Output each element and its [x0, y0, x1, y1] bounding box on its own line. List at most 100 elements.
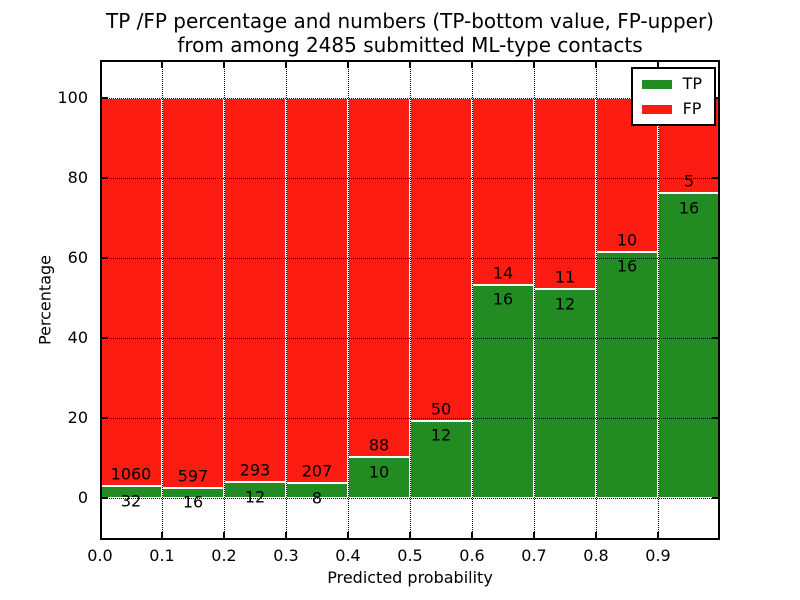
x-tick-bottom [533, 532, 535, 540]
x-tick-label: 0.8 [583, 546, 609, 565]
x-tick-bottom [223, 532, 225, 540]
legend-label-fp: FP [682, 99, 702, 118]
y-tick-left [100, 257, 108, 259]
bar-segment-fp [410, 98, 472, 421]
x-tick-bottom [471, 532, 473, 540]
y-tick-label: 40 [67, 328, 88, 347]
x-tick-label: 0.2 [211, 546, 237, 565]
y-tick-label: 20 [67, 408, 88, 427]
x-axis-label: Predicted probability [327, 568, 493, 587]
y-tick-left [100, 177, 108, 179]
x-tick-label: 0.5 [397, 546, 423, 565]
ticks-layer [100, 60, 720, 540]
fp-count-label: 10 [616, 230, 638, 250]
legend-swatch-fp-icon [641, 104, 672, 114]
fp-count-label: 5 [683, 171, 695, 191]
tp-count-label: 12 [244, 487, 266, 507]
x-tick-bottom [161, 532, 163, 540]
bar-segment-fp [348, 98, 410, 458]
x-tick-top [161, 60, 163, 68]
y-tick-label: 100 [57, 88, 88, 107]
y-axis-label: Percentage [35, 254, 55, 346]
fp-count-label: 88 [368, 435, 390, 455]
fp-count-label: 14 [492, 263, 514, 283]
v-gridline [472, 60, 473, 540]
tp-count-label: 12 [554, 294, 576, 314]
tp-count-label: 32 [120, 491, 142, 511]
v-gridline [162, 60, 163, 540]
bar-segment-tp [534, 289, 596, 498]
x-tick-top [409, 60, 411, 68]
tp-count-label: 8 [311, 488, 323, 508]
y-tick-label: 0 [77, 488, 88, 507]
y-tick-right [712, 177, 720, 179]
x-tick-top [223, 60, 225, 68]
tp-count-label: 12 [430, 425, 452, 445]
x-tick-bottom [718, 532, 720, 540]
chart-title-line1: TP /FP percentage and numbers (TP-bottom… [106, 9, 714, 33]
x-tick-top [285, 60, 287, 68]
v-gridline [658, 60, 659, 540]
y-tick-label: 60 [67, 248, 88, 267]
v-gridline [348, 60, 349, 540]
v-gridline [596, 60, 597, 540]
v-gridline [534, 60, 535, 540]
x-tick-top [471, 60, 473, 68]
x-tick-label: 0.7 [521, 546, 547, 565]
bar-segment-tp [348, 457, 410, 498]
y-tick-left [100, 97, 108, 99]
legend: TP FP [630, 67, 716, 126]
x-tick-bottom [100, 532, 102, 540]
x-tick-bottom [595, 532, 597, 540]
y-tick-right [712, 497, 720, 499]
bar-segment-tp [596, 251, 658, 498]
grid-layer [100, 60, 720, 540]
fp-count-label: 207 [301, 461, 333, 481]
plot-area: 1060 32 597 16 293 12 207 8 88 10 50 12 14 16 11 12 10 16… [100, 60, 720, 540]
x-tick-label: 0.6 [459, 546, 485, 565]
fp-count-label: 11 [554, 267, 576, 287]
x-tick-bottom [347, 532, 349, 540]
chart-title: TP /FP percentage and numbers (TP-bottom… [90, 9, 730, 57]
x-tick-label: 0.9 [645, 546, 671, 565]
bar-segment-tp [472, 284, 534, 498]
legend-row-fp: FP [641, 99, 702, 118]
legend-swatch-tp-icon [641, 79, 672, 89]
y-tick-left [100, 337, 108, 339]
legend-row-tp: TP [641, 74, 702, 93]
v-gridline [410, 60, 411, 540]
y-tick-right [712, 257, 720, 259]
bar-segment-fp [472, 98, 534, 285]
v-gridline [224, 60, 225, 540]
legend-label-tp: TP [682, 74, 702, 93]
fp-count-label: 1060 [110, 464, 152, 484]
y-tick-right [712, 97, 720, 99]
fp-count-label: 50 [430, 399, 452, 419]
x-tick-bottom [285, 532, 287, 540]
x-tick-label: 0.3 [273, 546, 299, 565]
x-tick-label: 0.0 [87, 546, 113, 565]
x-tick-top [657, 60, 659, 68]
x-tick-top [718, 60, 720, 68]
y-tick-right [712, 417, 720, 419]
annotations-layer: 1060 32 597 16 293 12 207 8 88 10 50 12 14 16 11 12 10 16… [100, 60, 720, 540]
bar-segment-tp [410, 420, 472, 498]
x-tick-bottom [409, 532, 411, 540]
fp-count-label: 293 [239, 460, 271, 480]
y-tick-label: 80 [67, 168, 88, 187]
chart-title-line2: from among 2485 submitted ML-type contac… [177, 33, 643, 57]
tp-count-label: 16 [616, 256, 638, 276]
tp-count-label: 16 [182, 492, 204, 512]
x-tick-top [533, 60, 535, 68]
tp-count-label: 16 [492, 289, 514, 309]
x-tick-top [347, 60, 349, 68]
x-tick-label: 0.4 [335, 546, 361, 565]
bar-segment-fp [534, 98, 596, 290]
y-tick-left [100, 417, 108, 419]
tp-count-label: 16 [678, 198, 700, 218]
v-gridline [286, 60, 287, 540]
y-tick-right [712, 337, 720, 339]
tp-count-label: 10 [368, 462, 390, 482]
x-tick-label: 0.1 [149, 546, 175, 565]
